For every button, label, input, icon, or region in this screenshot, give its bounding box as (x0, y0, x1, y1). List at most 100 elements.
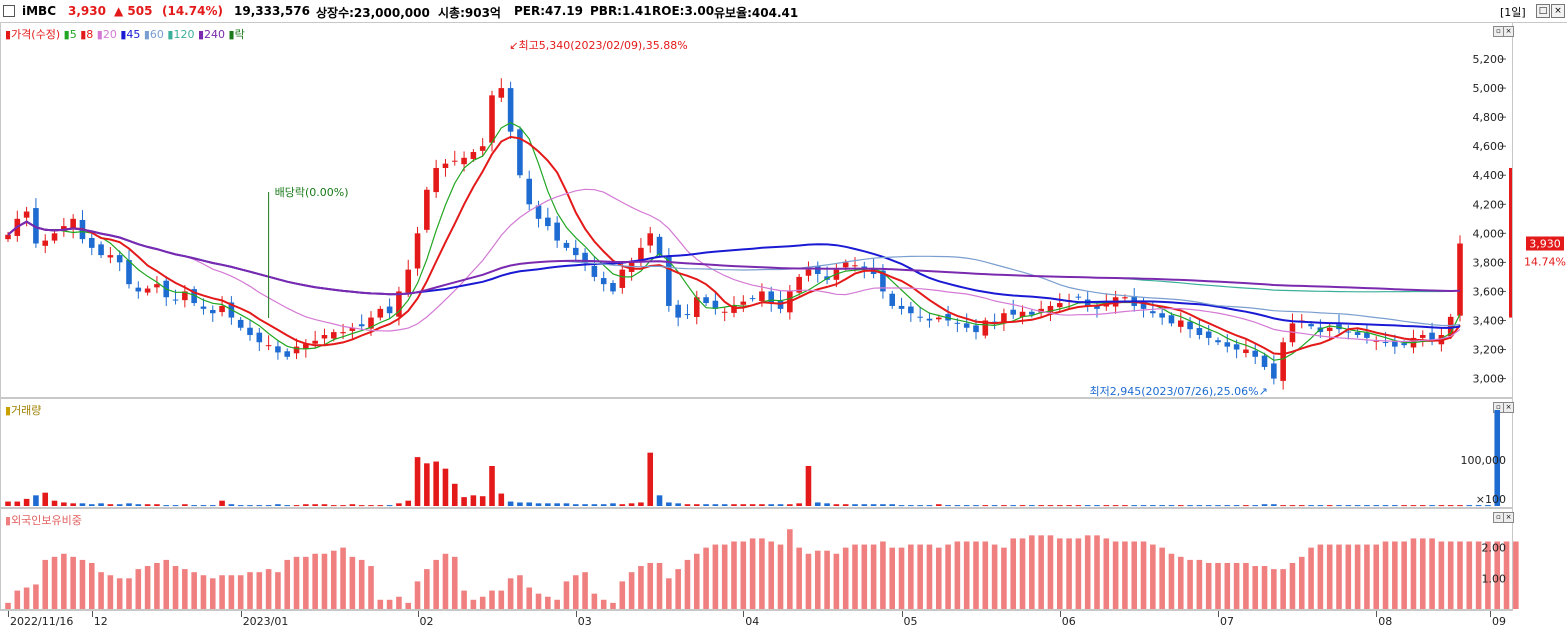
candle-body (51, 233, 58, 241)
candle-body (507, 88, 514, 132)
foreign-bar (926, 544, 933, 609)
x-axis: 2022/11/16 12 2023/01 02 03 04 05 06 07 08 09 (0, 610, 1513, 631)
volume-bar (1447, 505, 1454, 507)
candle-body (1019, 311, 1026, 317)
foreign-bar (489, 590, 495, 609)
foreign-bar (973, 541, 979, 609)
foreign-bar (545, 596, 551, 609)
foreign-bar (1150, 544, 1156, 609)
candle-body (628, 262, 635, 272)
candle-body (256, 332, 263, 343)
foreign-bar (126, 578, 132, 609)
x-tick-label: 07 (1220, 615, 1234, 628)
volume-bar (619, 504, 626, 506)
select-checkbox[interactable] (3, 5, 15, 17)
candle-body (358, 324, 365, 327)
price-tick-label: 4,800 (1473, 111, 1505, 124)
volume-bar (908, 505, 914, 507)
candle-body (1326, 327, 1333, 331)
x-tick-label: 09 (1492, 615, 1506, 628)
volume-bar (1029, 505, 1035, 507)
price-change-pct: (14.74%) (162, 4, 223, 18)
candle-body (889, 293, 896, 306)
volume-bar (1177, 505, 1184, 507)
candle-body (1205, 331, 1212, 338)
foreign-bar (1392, 541, 1398, 609)
candle-body (973, 325, 979, 333)
volume-bar (1047, 505, 1054, 507)
volume-bar (1103, 505, 1110, 507)
foreign-bar (1010, 538, 1017, 609)
foreign-bar (5, 602, 11, 609)
volume-bar (1410, 505, 1417, 507)
volume-bar (349, 504, 356, 506)
foreign-bar (116, 578, 123, 609)
foreign-bar (284, 559, 291, 609)
foreign-bar (1233, 562, 1240, 609)
volume-bar (1215, 505, 1221, 507)
candle-body (61, 226, 67, 232)
foreign-bar (693, 553, 700, 609)
volume-bar (656, 495, 663, 506)
volume-bar (517, 502, 523, 506)
volume-bar (545, 503, 551, 506)
volume-bar (1429, 505, 1435, 507)
candle-body (1177, 320, 1184, 327)
foreign-bar (535, 593, 542, 609)
volume-bar (1401, 505, 1407, 507)
candle-body (1364, 332, 1370, 338)
volume-bar (247, 505, 253, 507)
foreign-bar (1429, 538, 1435, 609)
foreign-bar (1503, 541, 1510, 609)
candle-body (805, 269, 812, 276)
foreign-bar (898, 547, 905, 609)
candle-body (1094, 305, 1100, 309)
volume-bar (600, 504, 607, 506)
candle-body (517, 129, 523, 176)
close-icon[interactable]: × (1551, 4, 1565, 18)
foreign-bar (163, 559, 170, 609)
foreign-bar (1112, 541, 1119, 609)
volume-bar (526, 502, 533, 506)
x-tick-mark (8, 611, 9, 617)
volume-bar (98, 503, 104, 506)
x-tick-label: 04 (745, 615, 760, 628)
foreign-bar (600, 599, 607, 609)
volume-bar (470, 495, 477, 506)
volume-bar (787, 504, 793, 506)
foreign-bar (507, 578, 514, 609)
foreign-close-icon[interactable]: × (1503, 512, 1514, 523)
price-tick-label: 3,600 (1473, 285, 1505, 298)
candle-body (600, 278, 607, 285)
candle-body (470, 152, 477, 159)
foreign-bar (51, 556, 58, 609)
listed-shares: 상장수:23,000,000 (316, 6, 430, 20)
volume-bar (88, 504, 95, 506)
volume-bar (749, 504, 756, 506)
candle-body (219, 305, 225, 313)
candle-body (98, 244, 104, 256)
volume-value: 19,333,576 (234, 4, 310, 18)
pane-close-icon[interactable]: × (1503, 26, 1514, 37)
price-tick-label: 4,600 (1473, 140, 1505, 153)
x-tick-label: 06 (1061, 615, 1076, 628)
foreign-bar (107, 575, 114, 609)
foreign-bar (1140, 541, 1147, 609)
volume-bar (935, 504, 942, 506)
volume-bar (805, 466, 812, 506)
x-tick-mark (1490, 611, 1491, 617)
foreign-bar (228, 575, 235, 609)
volume-bar (405, 500, 412, 506)
foreign-bar (209, 578, 216, 609)
foreign-bar (628, 572, 635, 609)
volume-close-icon[interactable]: × (1503, 402, 1514, 413)
price-tick-label: 3,000 (1473, 373, 1505, 386)
volume-bar (209, 505, 216, 507)
period-selector[interactable]: [1일] (1500, 6, 1526, 19)
foreign-bar (880, 541, 886, 609)
maximize-icon[interactable]: □ (1536, 4, 1550, 18)
candle-body (1140, 302, 1147, 309)
volume-bar (740, 504, 747, 506)
foreign-bar (675, 569, 681, 609)
foreign-bar (42, 559, 49, 609)
